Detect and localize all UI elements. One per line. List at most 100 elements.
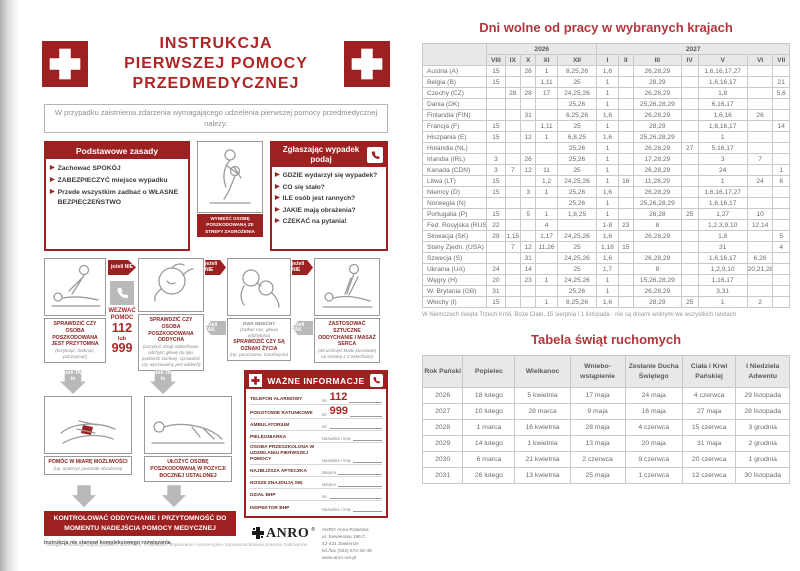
holiday-days-cell <box>772 263 790 275</box>
holiday-days-cell <box>535 109 558 121</box>
step-two-breaths-caption: DWA WDECHY (zatkać nos, głowa odchylona)… <box>227 318 291 362</box>
holiday-days-cell <box>617 164 634 176</box>
info-row-prefix: Nazwisko i imię <box>322 506 351 512</box>
movable-feasts-section: Tabela świąt ruchomych Rok Pański Popiele… <box>421 332 790 484</box>
holiday-days-cell: 3 <box>486 153 506 165</box>
feast-date-cell: 16 maja <box>624 403 683 420</box>
holiday-days-cell <box>680 186 699 198</box>
country-name: Kanada (CDN) <box>421 164 488 176</box>
holiday-days-cell: 1 <box>535 274 558 286</box>
holiday-days-cell: 28,29 <box>632 296 682 308</box>
holiday-days-cell: 25 <box>556 241 598 253</box>
fill-in-line <box>329 424 382 429</box>
holiday-days-cell <box>746 274 774 286</box>
step-check-conscious: SPRAWDZIĆ CZY OSOBA POSZKODOWANA JEST PR… <box>44 258 106 368</box>
holiday-days-cell <box>486 252 506 264</box>
holiday-days-cell <box>746 98 774 110</box>
if-yes-arrow: jeżeli TAK <box>292 321 313 335</box>
info-row-label: OSOBA PRZESZKOLONA W UDZIELANIU PIERWSZE… <box>250 444 315 462</box>
country-row: Holandia (NL) 25,26 1 26,28,29 27 5,16,17 <box>421 142 790 154</box>
holiday-days-cell: 26,28,29 <box>632 285 682 297</box>
feast-date-cell: 2026 <box>421 387 464 404</box>
country-name: Fed. Rosyjska (RUS) <box>421 219 488 231</box>
recovery-position-caption: UŁOŻYĆ OSOBĘ POSZKODOWANĄ W POZYCJI BOCZ… <box>144 456 232 483</box>
bullet-arrow-icon: ▶ <box>50 188 55 195</box>
info-row: NOSZE ZNAJDUJĄ SIĘ Miejsce <box>250 477 382 489</box>
holiday-days-cell <box>535 98 558 110</box>
holiday-days-cell <box>556 219 598 231</box>
list-item: ▶ CO się stało? <box>275 183 325 191</box>
holiday-days-cell <box>680 65 699 77</box>
holiday-days-cell <box>504 153 521 165</box>
feast-date-cell: 4 czerwca <box>624 419 683 436</box>
holiday-days-cell <box>519 285 537 297</box>
holiday-days-cell: 15 <box>486 208 506 220</box>
down-arrow-icon <box>162 485 186 508</box>
arrow-column: jeżeli NIE jeżeli TAK <box>291 258 314 368</box>
bullet-arrow-icon: ▶ <box>275 206 280 213</box>
year-header-row: 2026 2027 <box>421 43 790 66</box>
holiday-days-cell: 4 <box>772 241 790 253</box>
holiday-days-cell <box>746 186 774 198</box>
country-row: Szwecja (S) 31 24,25,26 1,6 26,28,29 1,6,16,1… <box>421 252 790 264</box>
holiday-days-cell: 3 <box>697 153 748 165</box>
country-name: Holandia (NL) <box>421 142 488 154</box>
down-arrows-row <box>72 485 236 508</box>
feast-date-cell: 20 czerwca <box>681 451 737 468</box>
holiday-days-cell <box>746 87 774 99</box>
arrow-column: jeżeli NIE jeżeli TAK <box>204 258 227 368</box>
info-row-prefix: tel. <box>322 493 328 499</box>
holiday-days-cell <box>504 76 521 88</box>
feast-date-cell: 15 czerwca <box>681 419 737 436</box>
country-row: Francja (F) 15 1,11 25 1 28,29 1,8,16,17 14 <box>421 120 790 132</box>
holiday-days-cell: 8,25,26 <box>556 296 598 308</box>
holiday-days-cell <box>504 120 521 132</box>
holiday-days-cell: 1,15 <box>504 230 521 242</box>
holiday-days-cell <box>535 197 558 209</box>
holiday-days-cell: 12 <box>519 241 537 253</box>
page-scan-edge <box>0 0 20 571</box>
month-header: V <box>697 54 748 66</box>
holiday-days-cell <box>680 153 699 165</box>
holiday-days-cell: 1 <box>596 208 619 220</box>
movable-feasts-title: Tabela świąt ruchomych <box>530 332 682 347</box>
call-help-column: jeżeli NIE WEZWAĆ POMOC 112 lub 999 <box>106 258 138 368</box>
holiday-days-cell: 1 <box>596 164 619 176</box>
step-check-breathing-caption: SPRAWDZIĆ CZY OSOBA POSZKODOWANA ODDYCHA… <box>138 314 204 371</box>
holiday-days-cell: 26,28,29 <box>632 65 682 77</box>
country-name: Hiszpania (E) <box>421 131 488 143</box>
holiday-days-cell <box>746 142 774 154</box>
holiday-days-cell <box>535 252 558 264</box>
country-name: Niemcy (D) <box>421 186 488 198</box>
holiday-days-cell: 1,8 <box>697 230 748 242</box>
feasts-row: 2027 10 lutego 28 marca 9 maja 16 maja 27 maj… <box>421 403 790 420</box>
holiday-days-cell: 3,31 <box>697 285 748 297</box>
list-item: ▶ ZABEZPIECZYĆ miejsce wypadku <box>50 176 168 184</box>
holiday-days-cell: 1 <box>697 296 748 308</box>
holiday-days-cell <box>772 65 790 77</box>
holiday-days-cell: 1,6 <box>596 131 619 143</box>
country-row: Portugalia (P) 15 5 1 1,8,25 1 26,28 25 1,27 10 <box>421 208 790 220</box>
holiday-days-cell: 25 <box>556 263 598 275</box>
outcome-column: jeżeli TAK to jeżeli TAK to <box>44 370 236 563</box>
month-header: I <box>596 54 619 66</box>
step-cpr-caption: ZASTOSOWAĆ SZTUCZNE ODDYCHANIE I MASAŻ S… <box>314 318 380 363</box>
holiday-days-cell <box>486 197 506 209</box>
holiday-days-cell: 21 <box>772 76 790 88</box>
holiday-days-cell: 1 <box>697 175 748 187</box>
country-name: Węgry (H) <box>421 274 488 286</box>
holiday-days-cell: 11 <box>535 164 558 176</box>
feasts-column-header: Ciała i Krwi Pańskiej <box>681 355 737 388</box>
feast-date-cell: 9 maja <box>569 403 626 420</box>
feast-date-cell: 6 marca <box>462 451 516 468</box>
holiday-days-cell <box>632 241 682 253</box>
evacuate-caption: WYNIEŚĆ OSOBĘ POSZKODOWANĄ ZE STREFY ZAG… <box>197 214 263 238</box>
holiday-days-cell <box>504 208 521 220</box>
country-name: Włochy (I) <box>421 296 488 308</box>
holiday-days-cell <box>617 87 634 99</box>
poster-title-line1: INSTRUKCJA <box>159 35 273 52</box>
holiday-days-cell: 1 <box>596 142 619 154</box>
info-row-prefix: tel. <box>322 397 328 403</box>
holiday-days-cell: 25,26 <box>556 153 598 165</box>
info-row: OSOBA PRZESZKOLONA W UDZIELANIU PIERWSZE… <box>250 443 382 465</box>
